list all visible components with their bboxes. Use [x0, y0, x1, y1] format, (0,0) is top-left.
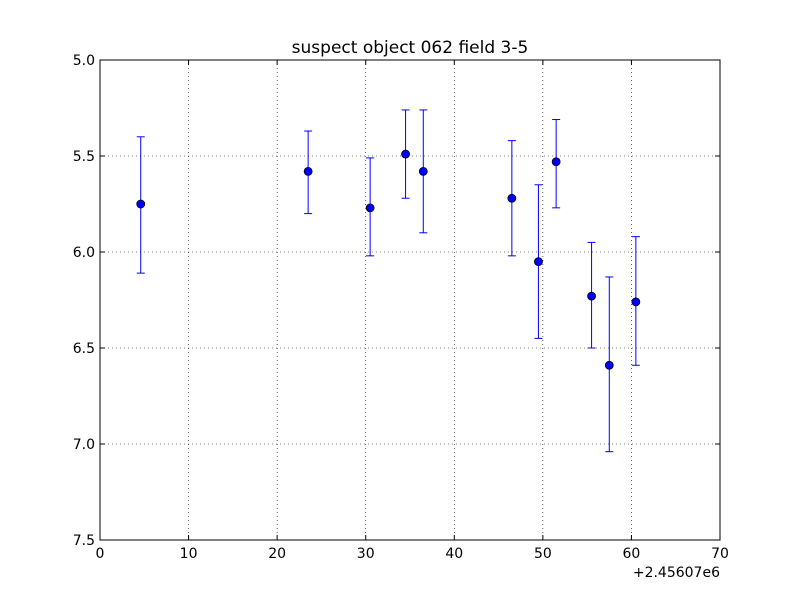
x-tick-label: 0 [96, 546, 105, 562]
data-marker [534, 257, 543, 267]
data-marker [587, 291, 596, 301]
data-point [507, 140, 517, 257]
x-tick-label: 50 [534, 546, 552, 562]
x-tick-label: 60 [623, 546, 641, 562]
data-point [365, 157, 375, 257]
data-marker [303, 166, 313, 176]
data-point [534, 184, 543, 339]
data-marker [604, 360, 614, 370]
plot-area-frame [99, 59, 721, 541]
x-tick-label: 30 [357, 546, 375, 562]
data-marker [401, 149, 410, 159]
data-marker [365, 203, 375, 213]
x-axis-offset-label: +2.45607e6 [633, 565, 720, 581]
data-point [418, 109, 428, 234]
data-marker [507, 193, 517, 203]
x-tick-label: 10 [180, 546, 198, 562]
data-marker [136, 199, 146, 209]
y-tick-label: 7.5 [73, 533, 95, 549]
x-tick-label: 20 [268, 546, 286, 562]
data-point [401, 109, 410, 199]
y-tick-label: 7.0 [73, 437, 95, 453]
data-marker [418, 166, 428, 176]
data-marker [631, 297, 641, 307]
y-tick-label: 6.5 [73, 341, 95, 357]
x-tick-label: 70 [711, 546, 729, 562]
x-tick-label: 40 [445, 546, 463, 562]
data-point [587, 241, 596, 349]
data-marker [551, 157, 561, 167]
data-point [551, 119, 561, 209]
data-series [136, 109, 641, 453]
y-tick-label: 6.0 [73, 245, 95, 261]
data-point [604, 276, 614, 453]
data-point [631, 236, 641, 366]
chart-title: suspect object 062 field 3-5 [292, 38, 529, 58]
data-point [136, 136, 146, 274]
y-tick-label: 5.5 [73, 149, 95, 165]
axis-ticks: 0 10 20 30 40 50 60 70 5.0 5.5 6.0 6.5 7.0 7.5 [73, 53, 729, 562]
y-tick-label: 5.0 [73, 53, 95, 69]
grid [100, 60, 720, 540]
data-point [303, 130, 313, 215]
